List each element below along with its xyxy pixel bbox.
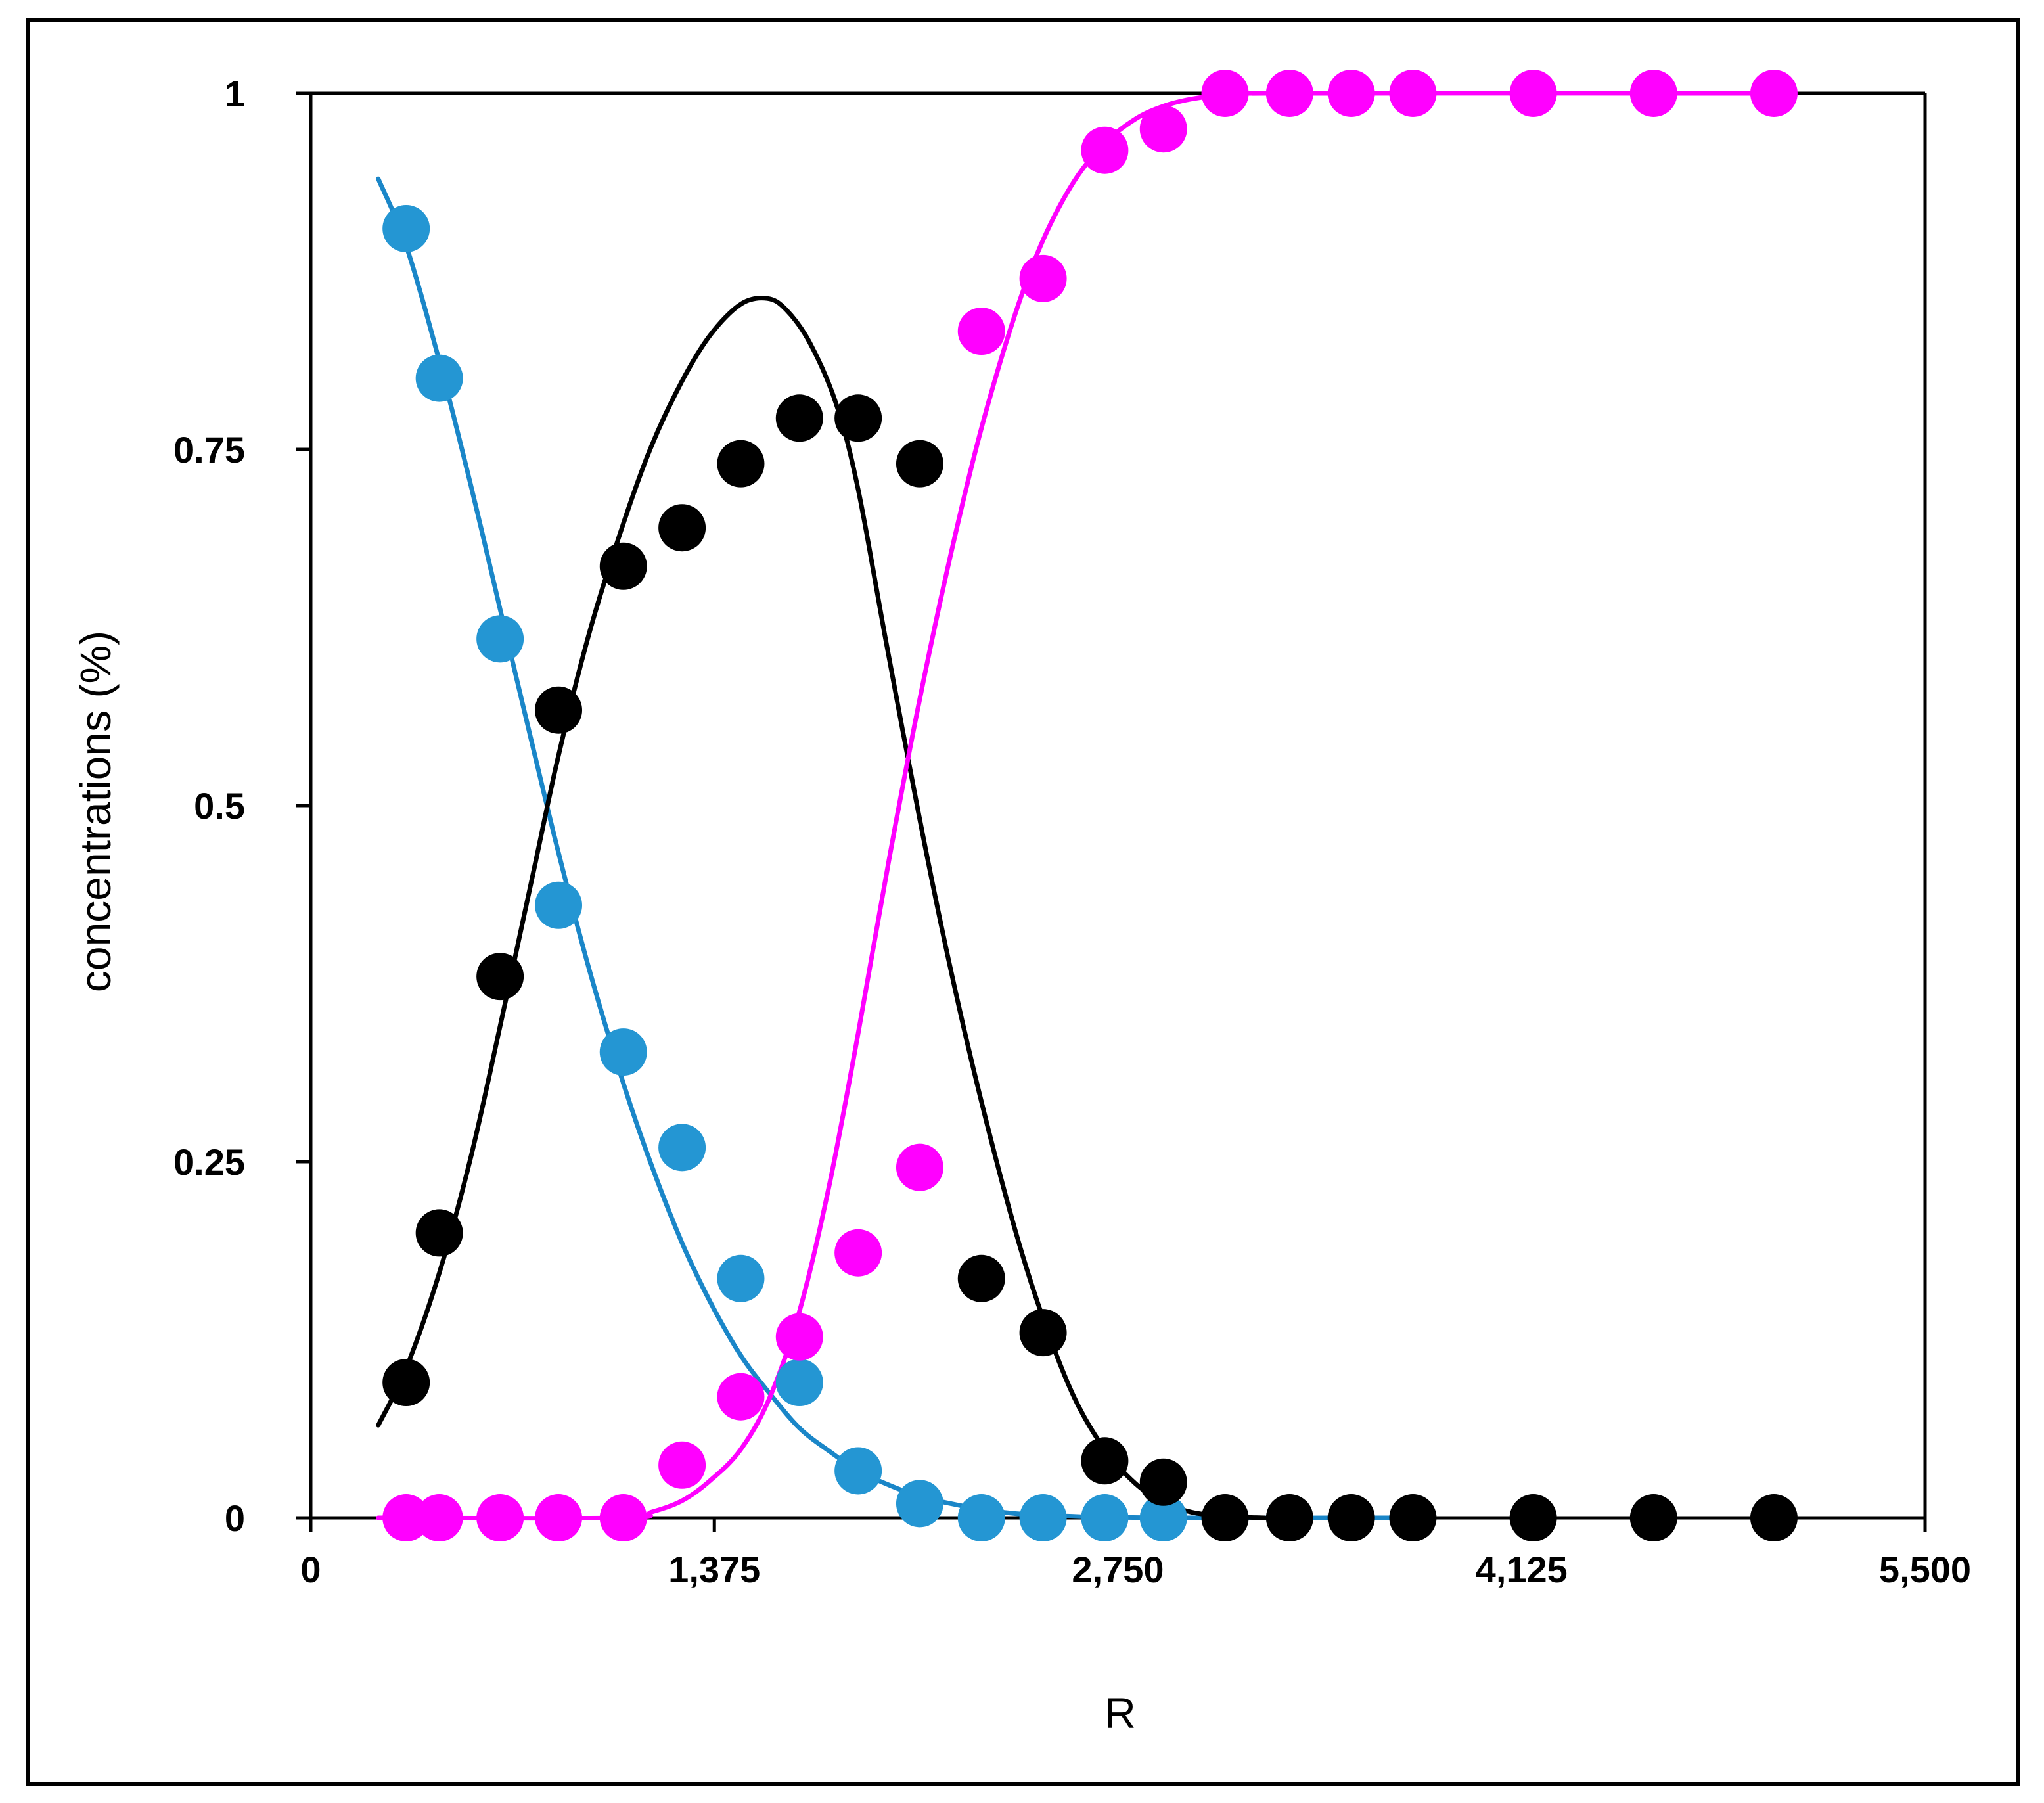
data-point-series-1 xyxy=(476,615,524,663)
data-point-series-3 xyxy=(1389,70,1437,117)
data-point-series-1 xyxy=(1019,1494,1067,1541)
chart-frame xyxy=(26,18,2020,1786)
data-point-series-1 xyxy=(1139,1494,1187,1541)
fit-curve-3 xyxy=(376,91,1777,1521)
data-point-series-2 xyxy=(1081,1437,1129,1485)
data-point-series-1 xyxy=(775,1359,823,1407)
data-point-series-3 xyxy=(1139,105,1187,153)
y-tick-label: 0 xyxy=(225,1497,245,1539)
data-point-series-2 xyxy=(957,1254,1005,1302)
y-tick-label: 0.5 xyxy=(194,785,245,827)
data-point-series-3 xyxy=(1201,70,1249,117)
data-point-series-2 xyxy=(775,394,823,442)
data-point-series-1 xyxy=(415,354,463,402)
x-tick-label: 5,500 xyxy=(1879,1549,1971,1590)
x-axis-title: R xyxy=(1104,1689,1136,1737)
data-point-series-2 xyxy=(834,394,882,442)
x-tick-label: 4,125 xyxy=(1476,1549,1568,1590)
data-point-series-3 xyxy=(775,1313,823,1361)
data-point-series-3 xyxy=(1081,126,1129,174)
x-tick-label: 1,375 xyxy=(668,1549,760,1590)
data-point-series-1 xyxy=(1081,1494,1129,1541)
data-point-series-1 xyxy=(957,1494,1005,1541)
data-point-series-3 xyxy=(382,1494,430,1541)
data-point-series-2 xyxy=(1139,1458,1187,1506)
data-point-series-3 xyxy=(658,1441,706,1489)
data-point-series-3 xyxy=(1509,70,1557,117)
y-tick-label: 0.25 xyxy=(173,1141,245,1183)
data-point-series-3 xyxy=(535,1494,583,1541)
fit-curve-1 xyxy=(376,176,1429,1520)
data-point-series-1 xyxy=(896,1480,943,1528)
y-tick-label: 0.75 xyxy=(173,429,245,470)
data-point-series-2 xyxy=(476,953,524,1001)
data-point-series-3 xyxy=(1629,70,1677,117)
data-point-series-3 xyxy=(834,1229,882,1277)
data-point-series-2 xyxy=(1750,1494,1798,1541)
x-tick-label: 0 xyxy=(300,1549,321,1590)
data-point-series-1 xyxy=(834,1447,882,1495)
data-point-series-3 xyxy=(717,1373,765,1421)
data-point-series-3 xyxy=(957,308,1005,355)
data-point-series-2 xyxy=(1629,1494,1677,1541)
data-point-series-2 xyxy=(717,440,765,488)
data-point-series-3 xyxy=(599,1494,647,1541)
data-points xyxy=(382,70,1798,1541)
x-tick-label: 2,750 xyxy=(1072,1549,1164,1590)
data-point-series-2 xyxy=(896,440,943,488)
tick-labels: 0 1,375 2,750 4,125 5,500 0 0.25 0.5 0.75 1 xyxy=(173,73,1971,1590)
data-point-series-2 xyxy=(535,686,583,734)
data-point-series-2 xyxy=(1509,1494,1557,1541)
data-point-series-3 xyxy=(476,1494,524,1541)
fit-curves xyxy=(376,91,1777,1521)
data-point-series-3 xyxy=(896,1143,943,1191)
data-point-series-1 xyxy=(717,1254,765,1302)
data-point-series-2 xyxy=(1389,1494,1437,1541)
data-point-series-1 xyxy=(599,1028,647,1076)
data-point-series-2 xyxy=(415,1209,463,1257)
data-point-series-2 xyxy=(1265,1494,1313,1541)
axes xyxy=(296,91,1927,1532)
data-point-series-2 xyxy=(1201,1494,1249,1541)
data-point-series-2 xyxy=(1327,1494,1375,1541)
data-point-series-3 xyxy=(1265,70,1313,117)
y-tick-label: 1 xyxy=(225,73,245,114)
data-point-series-3 xyxy=(1019,254,1067,302)
data-point-series-1 xyxy=(658,1124,706,1172)
data-point-series-2 xyxy=(658,504,706,552)
data-point-series-3 xyxy=(1327,70,1375,117)
data-point-series-3 xyxy=(415,1494,463,1541)
fit-curve-2 xyxy=(376,296,1267,1520)
data-point-series-2 xyxy=(1019,1309,1067,1357)
y-axis-title: concentrations (%) xyxy=(71,631,120,992)
data-point-series-2 xyxy=(599,542,647,590)
data-point-series-1 xyxy=(382,204,430,252)
data-point-series-2 xyxy=(382,1359,430,1407)
data-point-series-3 xyxy=(1750,70,1798,117)
data-point-series-1 xyxy=(535,881,583,929)
